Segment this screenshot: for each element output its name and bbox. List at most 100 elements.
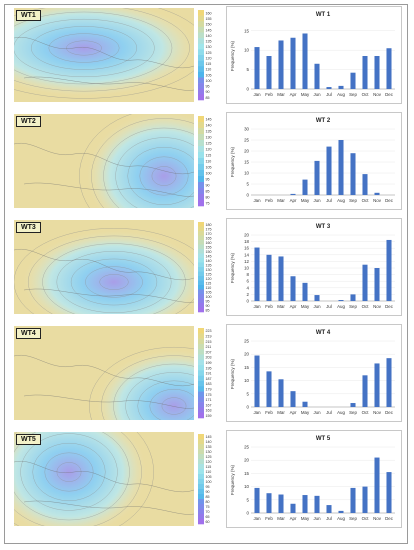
colorbar-swatch [198,303,204,308]
y-tick-label: 20 [244,233,249,238]
colorbar-swatch [198,55,204,61]
y-tick-label: 10 [244,484,249,489]
colorbar-tick-label: 150 [206,250,212,254]
colorbar-tick-label: 60 [206,520,210,524]
bar [350,294,356,301]
colorbar-swatch [198,328,204,334]
x-tick-label: Jul [326,92,332,97]
bar [338,140,344,195]
colorbar-tick-label: 140 [206,124,212,128]
x-tick-label: Apr [290,516,297,521]
colorbar-tick-label: 105 [206,475,212,479]
colorbar-tick-label: 75 [206,202,210,206]
colorbar-tick-label: 191 [206,372,212,376]
bar [338,300,344,301]
y-tick-label: 0 [247,299,250,304]
y-tick-label: 0 [247,405,250,410]
x-tick-label: Jul [326,410,332,415]
colorbar-swatch [198,298,204,304]
colorbar-swatch [198,434,204,440]
colorbar-tick-label: 115 [206,465,212,469]
y-tick-label: 4 [247,285,250,290]
colorbar-tick-label: 125 [206,142,212,146]
bar [254,247,260,301]
x-tick-label: Jan [253,516,261,521]
colorbar-swatch [198,365,204,371]
y-tick-label: 5 [247,67,250,72]
bar [326,146,332,195]
x-tick-label: May [301,92,310,97]
colorbar-tick-label: 100 [206,172,212,176]
colorbar-swatch [198,38,204,45]
x-tick-label: Jun [313,516,321,521]
colorbar-tick-label: 215 [206,340,212,344]
bar [254,487,260,513]
x-tick-label: Jun [313,410,321,415]
y-tick-label: 10 [244,48,249,53]
y-tick-label: 20 [244,149,249,154]
x-tick-label: Mar [277,92,285,97]
bar [362,375,368,407]
bar [290,503,296,513]
colorbar-swatch [198,152,204,159]
y-tick-label: 20 [244,458,249,463]
y-tick-label: 25 [244,445,249,450]
colorbar-swatch [198,146,204,153]
colorbar-swatch [198,43,204,50]
colorbar-swatch [198,128,204,135]
colorbar-swatch [198,349,204,355]
bar [326,87,332,89]
bar [290,37,296,89]
map-label: WT2 [16,116,41,127]
x-tick-label: Jan [253,198,261,203]
colorbar-tick-label: 180 [206,223,212,227]
colorbar-swatch [198,454,204,460]
panel-wt3: WT3 180 175 170 165 160 155 150 145 140 135 130 125… [12,218,402,316]
panel-wt4: WT4 223 219 215 211 207 203 199 195 191 187 183 179… [12,324,402,422]
colorbar-scale: 1801751701651601551501451401351301251201… [198,222,212,312]
colorbar-swatch [198,10,204,16]
bar [266,254,272,301]
x-tick-label: Sep [349,516,357,521]
colorbar-tick-label: 105 [206,290,212,294]
colorbar-swatch [198,402,204,408]
x-tick-label: Feb [265,198,273,203]
bar [350,487,356,513]
colorbar-swatch [198,412,204,419]
colorbar-swatch [198,262,204,268]
colorbar-swatch [198,158,204,165]
map-wt1 [14,8,194,102]
y-axis-label: Frequency (%) [230,252,235,283]
x-tick-label: Aug [337,516,345,521]
bar [314,295,320,301]
x-tick-label: Mar [277,410,285,415]
y-tick-label: 12 [244,259,249,264]
colorbar-tick-label: 90 [206,304,210,308]
bar [326,505,332,513]
bar [374,363,380,407]
bar [254,355,260,407]
bar [302,33,308,89]
colorbar-tick-label: 120 [206,277,212,281]
colorbar-swatch [198,370,204,376]
contour-map [14,114,194,208]
x-tick-label: Sep [349,92,357,97]
colorbar-tick-label: 115 [206,281,212,285]
colorbar-tick-label: 159 [206,414,212,418]
x-tick-label: Jul [326,516,332,521]
colorbar-tick-label: 110 [206,160,212,164]
bar [362,264,368,301]
chart-title: WT 4 [316,330,331,336]
colorbar-swatch [198,188,204,195]
x-tick-label: Dec [385,410,394,415]
colorbar-swatch [198,164,204,171]
x-tick-label: Oct [362,410,370,415]
bar [278,40,284,89]
x-tick-label: Nov [373,198,382,203]
x-tick-label: Oct [362,92,370,97]
colorbar-tick-label: 100 [206,79,212,83]
y-tick-label: 6 [247,279,250,284]
colorbar-swatch [198,94,204,101]
bar [374,268,380,301]
colorbar-tick-label: 183 [206,382,212,386]
